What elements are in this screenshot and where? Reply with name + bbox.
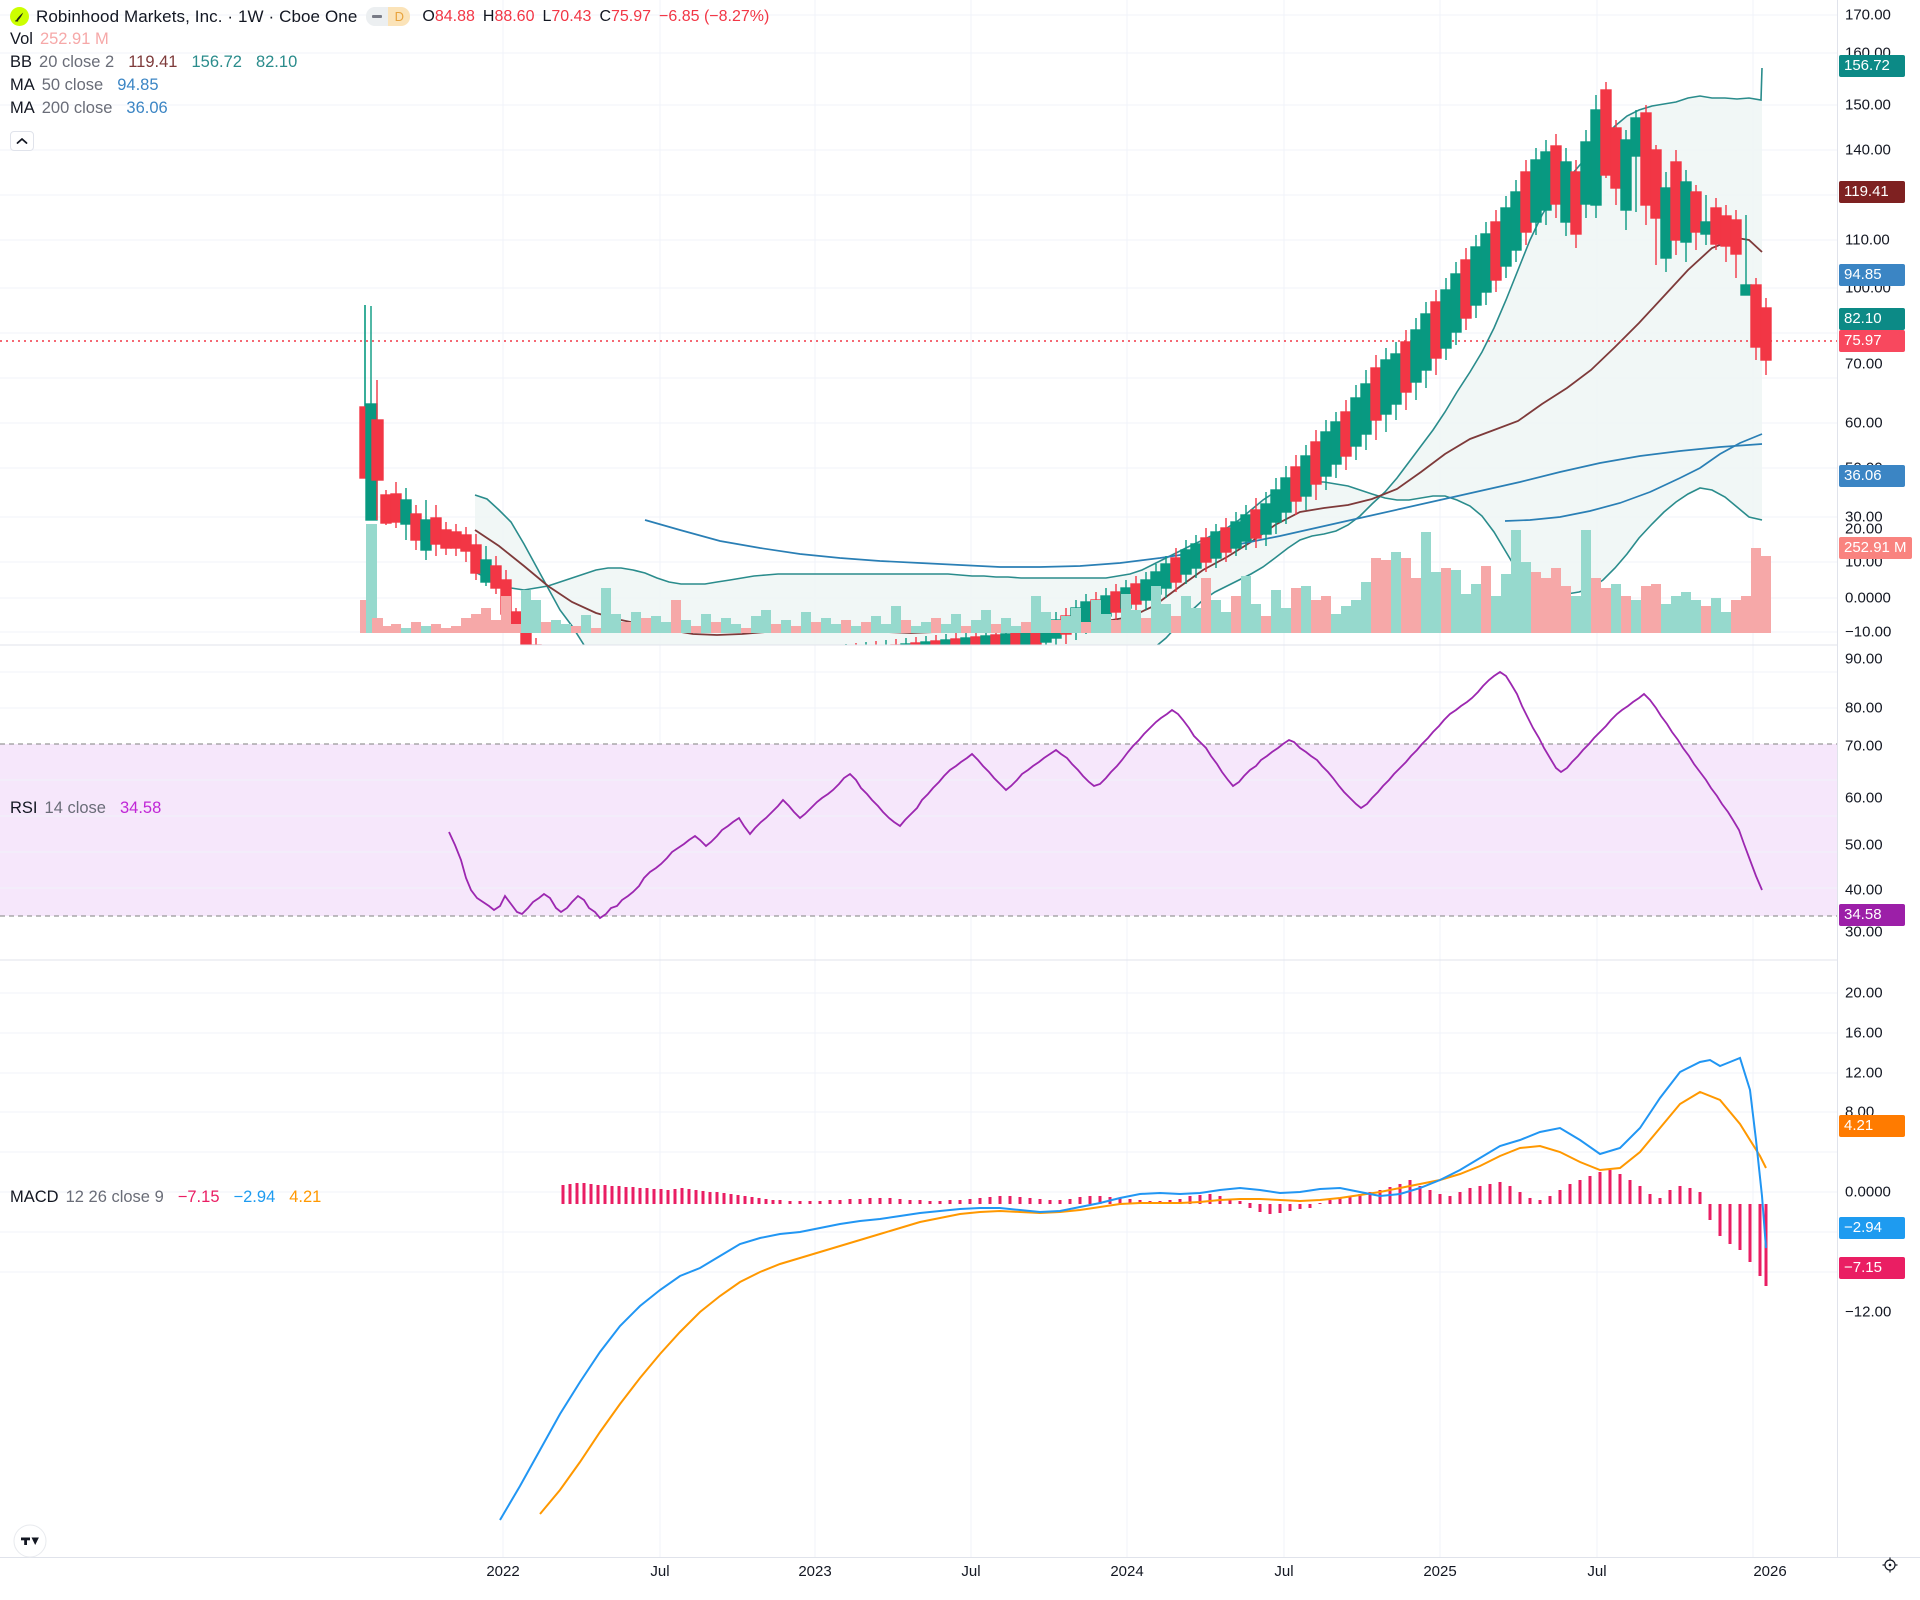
macd-value: 4.21: [289, 1188, 322, 1207]
interval-dash-badge[interactable]: [366, 7, 389, 26]
open-value: 84.88: [434, 7, 475, 25]
low-value: 70.43: [551, 7, 592, 25]
rsi-line: [448, 670, 1763, 920]
ma50-line: [1504, 433, 1763, 522]
time-label-2026: 2026: [1753, 1563, 1787, 1580]
rsi-pane: [0, 670, 1837, 920]
chart-legend: Robinhood Markets, Inc. · 1W · Cboe One …: [10, 5, 769, 120]
bb-lower-value: 82.10: [255, 53, 298, 72]
robinhood-feather-icon: [10, 7, 29, 26]
macd-legend-row[interactable]: MACD 12 26 close 9 −7.15 −2.94 4.21: [10, 1186, 321, 1209]
bb-params: 20 close 2: [39, 53, 115, 72]
time-label-2024: 2024: [1110, 1563, 1144, 1580]
ma50-value: 94.85: [117, 76, 159, 95]
rsi-value: 34.58: [119, 799, 162, 818]
symbol-title: Robinhood Markets, Inc. · 1W · Cboe One: [36, 7, 358, 26]
rsi-params: 14 close: [44, 799, 106, 818]
high-value: 88.60: [494, 7, 535, 25]
time-label-2022: 2022: [486, 1563, 520, 1580]
bb-label: BB: [10, 53, 33, 72]
volume-legend-row[interactable]: Vol 252.91 M: [10, 28, 769, 51]
macd-pane: [0, 992, 1837, 1521]
time-label-2023: 2023: [798, 1563, 832, 1580]
ohlc-values: O84.88 H88.60 L70.43 C75.97 −6.85 (−8.27%): [422, 7, 770, 25]
change-value: −6.85 (−8.27%): [659, 7, 770, 25]
ma200-label: MA: [10, 99, 35, 118]
bb-legend-row[interactable]: BB 20 close 2 119.41 156.72 82.10: [10, 51, 769, 74]
collapse-legend-button[interactable]: [10, 131, 34, 151]
macd-signal-value: −2.94: [233, 1188, 276, 1207]
close-key: C: [599, 7, 611, 25]
rsi-legend-row[interactable]: RSI 14 close 34.58: [10, 797, 161, 820]
crosshair-target-icon[interactable]: [1882, 1557, 1898, 1578]
time-axis-divider: [0, 1557, 1920, 1558]
ma200-params: 200 close: [41, 99, 113, 118]
time-label-jul: Jul: [961, 1563, 981, 1580]
macd-histogram: [561, 1170, 1768, 1286]
low-key: L: [542, 7, 552, 25]
ma50-params: 50 close: [41, 76, 104, 95]
volume-value: 252.91 M: [39, 30, 109, 49]
bb-basis-value: 119.41: [128, 53, 178, 72]
price-pane: [0, 67, 1837, 645]
macd-legend[interactable]: MACD 12 26 close 9 −7.15 −2.94 4.21: [10, 1186, 321, 1209]
open-key: O: [422, 7, 435, 25]
volume-series: [360, 524, 1771, 633]
candlestick-series: [359, 82, 1772, 645]
time-label-jul: Jul: [650, 1563, 670, 1580]
macd-grid: [0, 992, 1837, 1273]
tradingview-logo[interactable]: [13, 1524, 47, 1558]
close-value: 75.97: [611, 7, 652, 25]
ma200-legend-row[interactable]: MA 200 close 36.06: [10, 97, 769, 120]
macd-params: 12 26 close 9: [65, 1188, 164, 1207]
interval-badge[interactable]: D: [388, 7, 411, 26]
price-axis-divider: [1837, 0, 1838, 1557]
rsi-legend[interactable]: RSI 14 close 34.58: [10, 797, 161, 820]
ma50-legend-row[interactable]: MA 50 close 94.85: [10, 74, 769, 97]
time-label-jul: Jul: [1587, 1563, 1607, 1580]
ma200-value: 36.06: [126, 99, 168, 118]
volume-label: Vol: [10, 30, 33, 49]
macd-line: [499, 1056, 1767, 1521]
rsi-label: RSI: [10, 799, 38, 818]
macd-label: MACD: [10, 1188, 59, 1207]
bb-upper-value: 156.72: [191, 53, 242, 72]
time-label-jul: Jul: [1274, 1563, 1294, 1580]
macd-signal-line: [539, 1090, 1767, 1515]
symbol-legend-row[interactable]: Robinhood Markets, Inc. · 1W · Cboe One …: [10, 5, 769, 28]
time-label-2025: 2025: [1423, 1563, 1457, 1580]
rsi-overbought-oversold-band: [0, 744, 1837, 916]
ma50-label: MA: [10, 76, 35, 95]
rsi-grid: [0, 671, 1837, 889]
high-key: H: [482, 7, 495, 25]
macd-hist-value: −7.15: [177, 1188, 220, 1207]
